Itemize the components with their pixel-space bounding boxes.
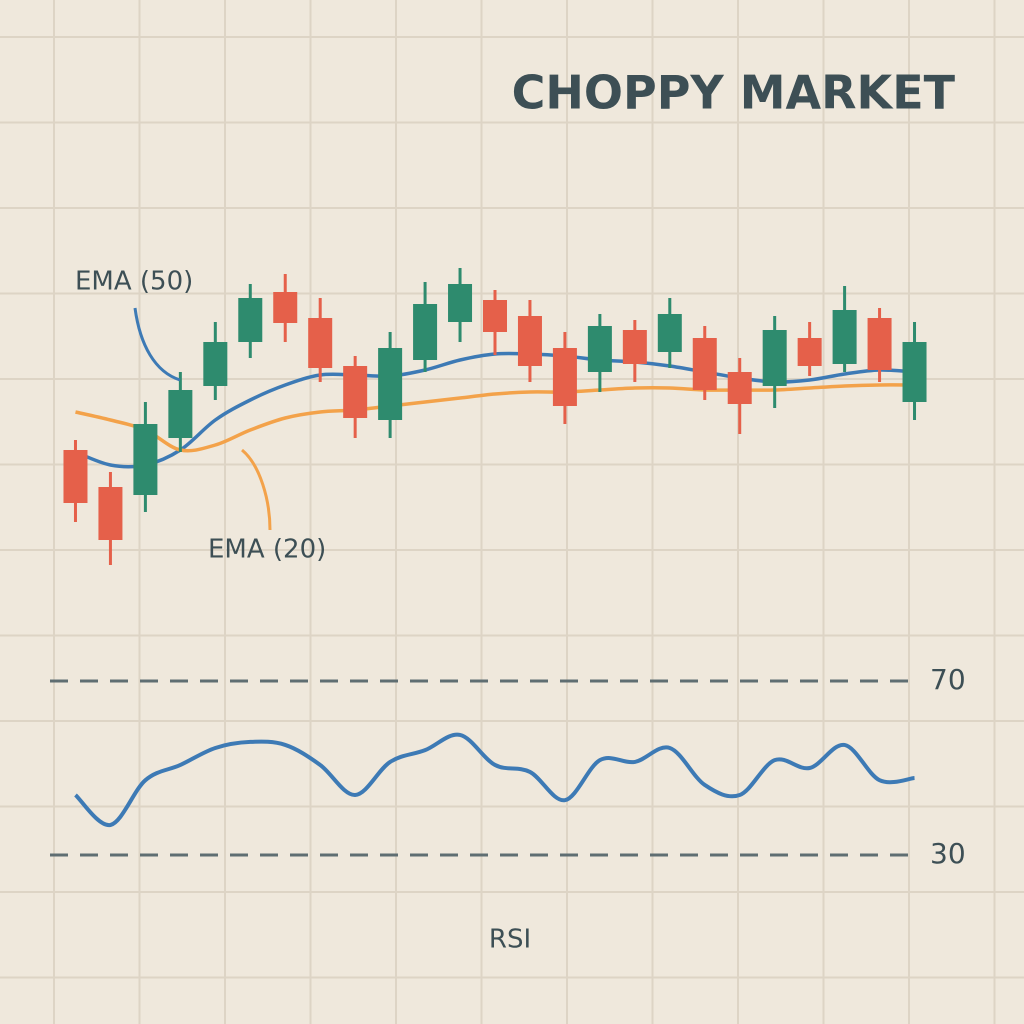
candle-body bbox=[308, 318, 333, 368]
ema-line bbox=[75, 383, 915, 453]
rsi-line bbox=[74, 732, 915, 827]
candle-body bbox=[273, 292, 298, 323]
candle-body bbox=[727, 372, 752, 404]
annotation-arrow bbox=[241, 448, 272, 531]
candle-body bbox=[63, 450, 88, 503]
candle-body bbox=[378, 348, 403, 420]
candle-body bbox=[867, 318, 892, 370]
chart-title: CHOPPY MARKET bbox=[512, 66, 956, 120]
candle-body bbox=[797, 338, 822, 366]
annotation-arrow bbox=[133, 307, 181, 382]
y-tick-label: 70 bbox=[930, 663, 966, 696]
candle-body bbox=[98, 487, 123, 540]
candle-body bbox=[552, 348, 577, 406]
candle-body bbox=[448, 284, 473, 322]
candle-body bbox=[413, 304, 438, 360]
candle-body bbox=[657, 314, 682, 352]
candle-body bbox=[343, 366, 368, 418]
candle-body bbox=[483, 300, 507, 332]
legend-label: EMA (20) bbox=[208, 535, 326, 565]
candle-body bbox=[902, 342, 927, 402]
candle-body bbox=[762, 330, 787, 386]
candle-body bbox=[692, 338, 717, 390]
y-tick-label: 30 bbox=[930, 837, 966, 870]
candle-body bbox=[133, 424, 158, 495]
candle-body bbox=[622, 330, 647, 364]
candle-body bbox=[832, 310, 857, 364]
x-axis-label: RSI bbox=[489, 925, 531, 955]
candle-body bbox=[238, 298, 263, 342]
candle-body bbox=[203, 342, 228, 386]
candle-body bbox=[517, 316, 542, 366]
candle-body bbox=[168, 390, 193, 438]
candle-body bbox=[587, 326, 612, 372]
legend-label: EMA (50) bbox=[75, 267, 193, 297]
